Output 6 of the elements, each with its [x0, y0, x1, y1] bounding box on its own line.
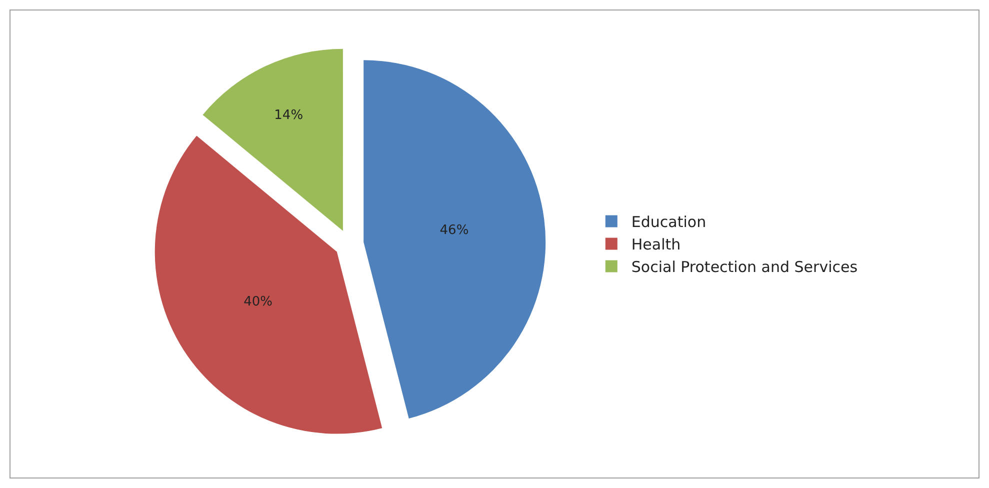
legend-label: Education [631, 213, 706, 232]
data-label: 40% [244, 294, 273, 310]
data-label: 46% [440, 223, 469, 238]
legend-label: Health [631, 236, 681, 254]
legend-label: Social Protection and Services [631, 258, 858, 276]
data-label: 14% [274, 108, 304, 123]
